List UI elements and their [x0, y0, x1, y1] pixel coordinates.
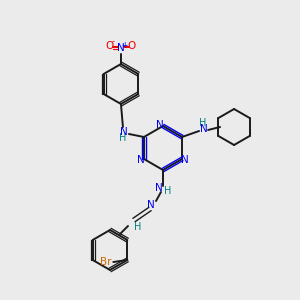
Text: Br: Br	[100, 257, 111, 267]
Text: N: N	[147, 200, 155, 210]
Text: N: N	[156, 120, 164, 130]
Text: N: N	[117, 43, 125, 53]
Text: H: H	[134, 222, 142, 232]
Text: N: N	[200, 124, 208, 134]
Text: N: N	[137, 155, 145, 165]
Text: O: O	[128, 41, 136, 51]
Text: N: N	[120, 127, 128, 137]
Text: O: O	[106, 41, 114, 51]
Text: H: H	[119, 133, 127, 143]
Text: H: H	[200, 118, 207, 128]
Text: N: N	[155, 183, 163, 193]
Text: N: N	[181, 155, 189, 165]
Text: H: H	[164, 186, 172, 196]
Text: +: +	[121, 41, 127, 50]
Text: -: -	[111, 38, 114, 46]
